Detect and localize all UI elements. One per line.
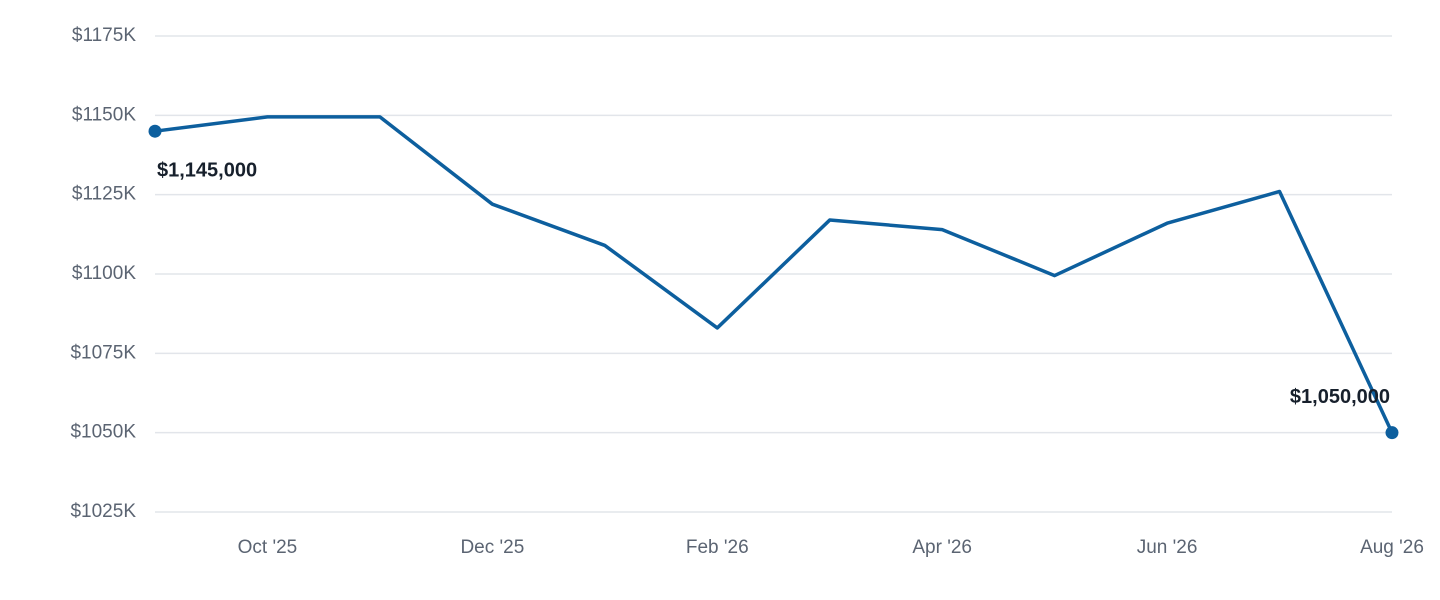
y-tick-label: $1100K (72, 263, 136, 284)
y-tick-label: $1025K (70, 501, 136, 522)
line (154, 115, 1394, 434)
y-tick-label: $1150K (72, 104, 136, 125)
x-tick-label: Oct '25 (238, 537, 298, 558)
x-tick-label: Dec '25 (460, 537, 524, 558)
x-tick-label: Jun '26 (1137, 537, 1198, 558)
y-tick-label: $1125K (72, 184, 136, 205)
point-marker (148, 124, 162, 138)
value-label: $1,145,000 (157, 159, 257, 181)
x-tick-label: Aug '26 (1360, 537, 1424, 558)
y-tick-label: $1050K (70, 422, 136, 443)
point-marker (1385, 426, 1399, 440)
y-tick-label: $1175K (72, 25, 136, 46)
y-tick-label: $1075K (70, 342, 136, 363)
x-tick-label: Feb '26 (686, 537, 749, 558)
x-tick-label: Apr '26 (912, 537, 972, 558)
value-label: $1,050,000 (1290, 386, 1390, 408)
